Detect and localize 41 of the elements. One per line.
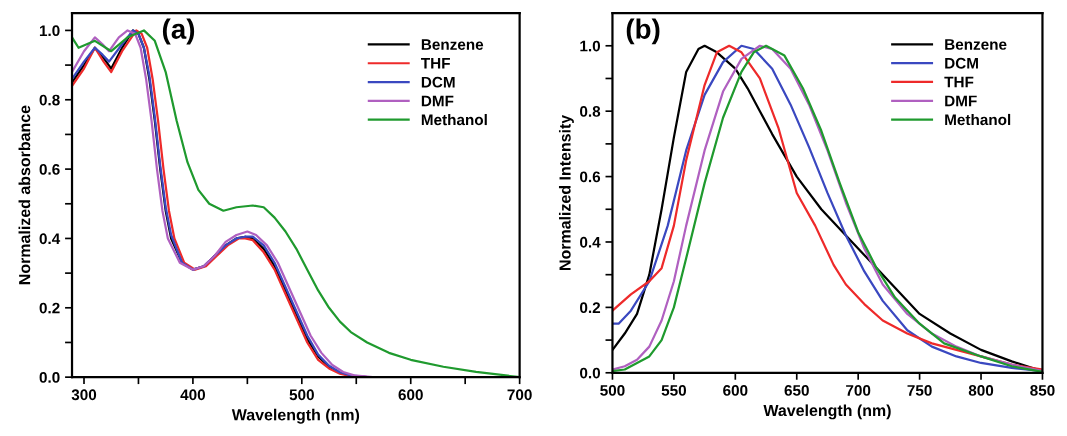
y-axis-title: Normalized Intensity (558, 114, 574, 270)
annotation: (b) (626, 18, 660, 45)
annotation: (a) (162, 18, 195, 45)
legend-label: Methanol (421, 113, 487, 126)
y-tick-label: 0.4 (39, 233, 61, 245)
y-tick-label: 1.0 (580, 40, 601, 52)
legend-label: DCM (421, 76, 455, 88)
legend-label: DMF (421, 95, 454, 107)
x-tick-label: 650 (784, 384, 809, 396)
x-tick-label: 700 (507, 389, 532, 401)
legend-label: THF (421, 58, 450, 69)
x-axis-title: Wavelength (nm) (231, 408, 360, 424)
x-tick-label: 600 (398, 389, 423, 401)
legend-label: THF (944, 76, 974, 88)
x-tick-label: 550 (661, 384, 687, 396)
x-tick-label: 850 (1030, 384, 1055, 396)
y-tick-label: 0.8 (39, 94, 60, 106)
y-tick-label: 1.0 (39, 25, 60, 37)
x-tick-label: 300 (71, 389, 97, 401)
x-tick-label: 500 (600, 384, 625, 396)
legend-label: DCM (945, 57, 978, 69)
y-tick-label: 0.6 (39, 163, 60, 175)
y-axis-title: Normalized absorbance (18, 105, 31, 285)
y-tick-label: 0.2 (580, 302, 601, 314)
x-tick-label: 700 (846, 384, 871, 396)
x-tick-label: 600 (723, 384, 748, 396)
y-tick-label: 0.0 (39, 372, 60, 383)
legend-label: Benzene (421, 39, 484, 50)
y-tick-label: 0.8 (580, 106, 601, 117)
legend-label: DMF (945, 95, 977, 107)
y-tick-label: 0.2 (39, 302, 60, 314)
x-tick-label: 400 (180, 389, 206, 401)
y-tick-label: 0.6 (580, 171, 601, 183)
legend-label: Methanol (945, 113, 1011, 126)
legend-label: Benzene (945, 39, 1007, 50)
x-tick-label: 800 (968, 384, 994, 396)
y-tick-label: 0.4 (580, 236, 601, 248)
x-tick-label: 750 (907, 384, 932, 396)
x-tick-label: 500 (289, 389, 314, 401)
y-tick-label: 0.0 (580, 367, 601, 379)
x-axis-title: Wavelength (nm) (763, 404, 891, 420)
